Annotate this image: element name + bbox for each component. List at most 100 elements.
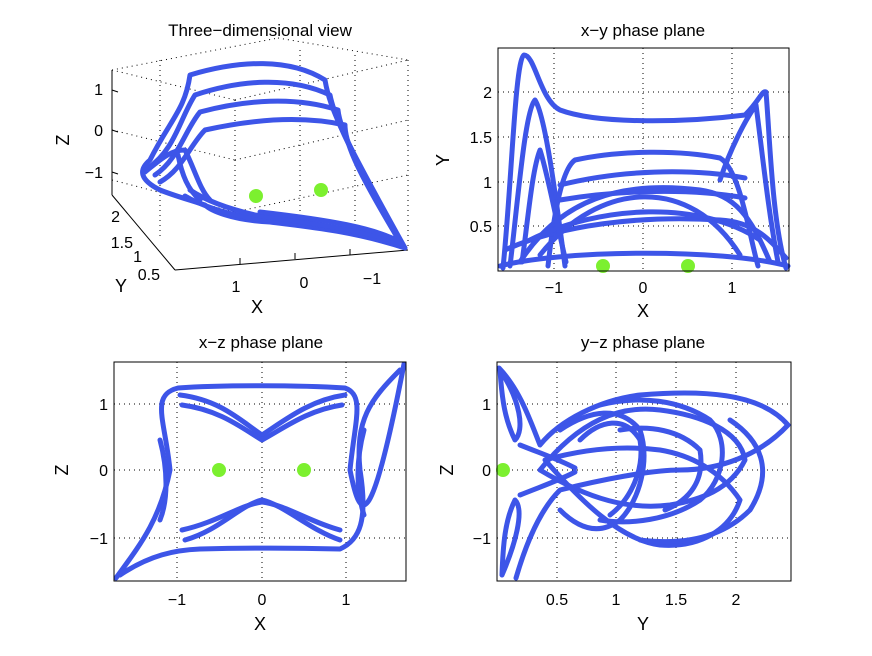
trajectory-xy-loop <box>717 102 781 265</box>
y-tick-label: 1 <box>133 249 142 266</box>
z-tick-3d <box>111 89 119 93</box>
trajectory-yz <box>496 365 791 581</box>
trajectory-yz-loop <box>637 417 766 545</box>
axes-frame <box>113 361 407 582</box>
trajectory-yz-loop <box>597 397 725 525</box>
z-tick-label: 1 <box>94 82 103 99</box>
x-tick-label: 1 <box>728 280 737 297</box>
trajectory-3d-loop <box>142 147 213 203</box>
y-tick-label: 0 <box>99 463 108 480</box>
trajectory-xz-loop <box>177 392 348 438</box>
trajectory-xy-loop <box>497 250 791 269</box>
y-tick-label: −1 <box>90 531 108 548</box>
x-tick-label: −1 <box>545 280 563 297</box>
y-tick-label: −1 <box>473 531 491 548</box>
x-tick-label: 1 <box>612 592 621 609</box>
z-tick-3d <box>111 171 119 175</box>
x-axis-label: X <box>637 301 649 321</box>
trajectory-yz-loop <box>496 365 791 581</box>
panel-xz: x−z phase plane −1 0 1 −1 0 1 X Z <box>52 333 407 634</box>
trajectory-3d-loop <box>145 79 406 249</box>
y-axis-label: Z <box>437 465 457 476</box>
title-xy: x−y phase plane <box>581 21 705 40</box>
trajectory-3d-loop <box>175 152 203 203</box>
trajectory-xy-loop <box>500 52 789 271</box>
trajectory-3d <box>140 61 408 251</box>
equilibrium-point <box>297 463 311 477</box>
trajectory-yz-loop <box>499 497 522 578</box>
trajectory-xz-loop <box>157 437 169 523</box>
equilibrium-point <box>496 463 510 477</box>
trajectory-xy-loop <box>519 147 569 265</box>
axes-frame <box>497 47 790 272</box>
z-tick-label: −1 <box>85 165 103 182</box>
grid-3d-line <box>111 69 236 101</box>
equilibrium-point <box>681 259 695 273</box>
x-tick-label: 2 <box>732 592 741 609</box>
panel-xy: x−y phase plane −1 0 <box>433 21 791 321</box>
equilibrium-point <box>212 463 226 477</box>
grid-3d-line <box>277 37 409 61</box>
y-tick-label: 1 <box>483 175 492 192</box>
axes-frame <box>496 361 792 582</box>
trajectory-yz-loop <box>617 425 704 513</box>
y-axis-label: Y <box>115 276 127 296</box>
x-tick-label: −1 <box>363 271 381 288</box>
trajectory-xy-loop <box>537 194 743 258</box>
trajectory-xz-loop <box>179 499 343 533</box>
x-axis-label: X <box>251 297 263 317</box>
x-tick-label: 0 <box>300 275 309 292</box>
y-tick-label: 0.5 <box>138 267 160 284</box>
trajectory-xz <box>113 361 407 581</box>
x-tick-label: 0 <box>639 280 648 297</box>
z-axis-label: Z <box>53 135 73 146</box>
y-tick-label: 0 <box>482 463 491 480</box>
equilibrium-point <box>314 183 328 197</box>
y-tick-label: 1 <box>99 397 108 414</box>
y-tick-label: 0.5 <box>470 219 492 236</box>
trajectory-yz-loop <box>517 442 578 471</box>
grid-3d-line <box>111 37 279 71</box>
y-axis-label: Y <box>433 154 453 166</box>
trajectory-xy-loop <box>502 216 789 261</box>
x-axis-3d <box>174 249 409 271</box>
panel-yz: y−z phase plane 0.5 1 1.5 <box>437 333 792 634</box>
x-tick-label: −1 <box>168 592 186 609</box>
trajectory-yz-loop <box>497 367 523 443</box>
trajectory-xy <box>497 52 791 271</box>
x-axis-label: X <box>254 614 266 634</box>
x-axis-label: Y <box>637 614 649 634</box>
title-3d: Three−dimensional view <box>168 21 353 40</box>
trajectory-yz-loop <box>517 469 578 498</box>
trajectory-xz-loop <box>179 402 345 443</box>
trajectory-yz-loop <box>577 420 644 518</box>
trajectory-xy-loop <box>557 169 748 188</box>
trajectory-yz-loop <box>557 410 647 532</box>
y-tick-label: 1 <box>482 397 491 414</box>
trajectory-xy-loop <box>545 149 761 269</box>
equilibrium-point <box>249 189 263 203</box>
grid-xz <box>114 362 406 581</box>
panel-3d: Three−dimensional view <box>53 21 409 317</box>
equilibrium-point <box>596 259 610 273</box>
trajectory-xy-loop <box>507 97 568 269</box>
x-tick-label: 0 <box>258 592 267 609</box>
title-yz: y−z phase plane <box>581 333 705 352</box>
y-tick-label: 1.5 <box>111 235 133 252</box>
x-tick-label: 1.5 <box>665 592 687 609</box>
trajectory-xy-loop <box>557 188 748 203</box>
title-xz: x−z phase plane <box>199 333 323 352</box>
grid-3d-line <box>111 129 236 161</box>
trajectory-xz-loop <box>355 427 367 518</box>
z-tick-3d <box>111 129 119 133</box>
y-tick-label: 2 <box>111 209 120 226</box>
y-axis-label: Z <box>52 465 72 476</box>
x-tick-label: 0.5 <box>546 592 568 609</box>
trajectory-3d-loop <box>157 117 403 245</box>
grid-3d-line <box>234 119 409 161</box>
trajectory-xz-loop <box>117 367 403 578</box>
x-tick-label: 1 <box>342 592 351 609</box>
y-tick-label: 1.5 <box>470 130 492 147</box>
z-tick-label: 0 <box>94 123 103 140</box>
